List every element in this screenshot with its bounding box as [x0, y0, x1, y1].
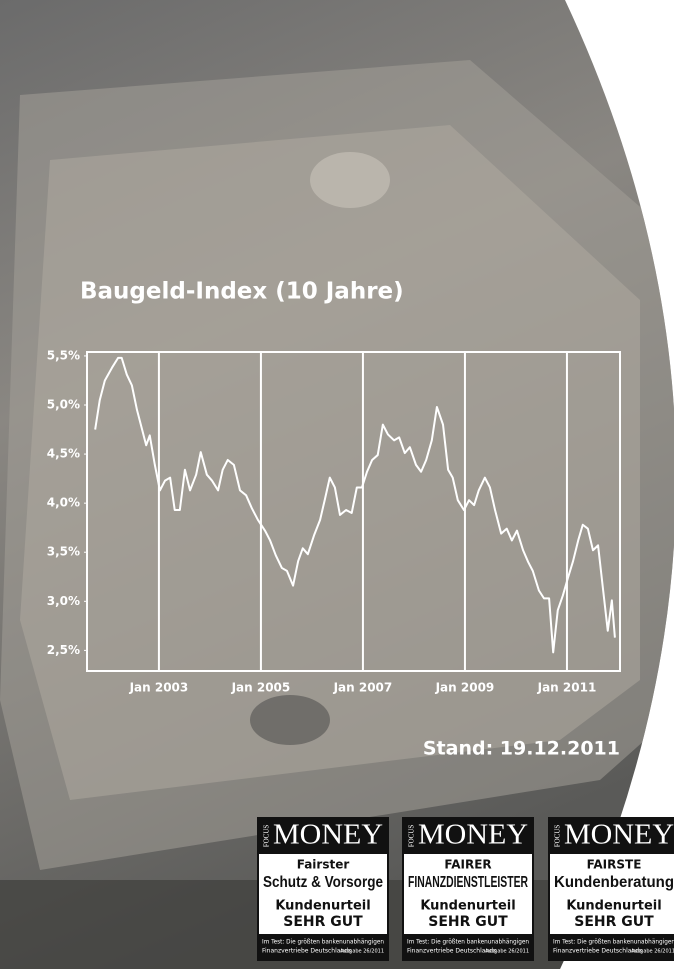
y-tick-label: 2,5% [47, 643, 80, 657]
badge-issue: Ausgabe 26/2011 [485, 949, 529, 955]
badge-footer2: Finanzvertriebe Deutschlands [262, 948, 351, 955]
chart-title: Baugeld-Index (10 Jahre) [80, 279, 404, 305]
badge-line1: Fairster [297, 858, 350, 872]
x-tick-label: Jan 2003 [129, 681, 189, 695]
badge-rating: SEHR GUT [283, 914, 363, 930]
badge-rating-label: Kundenurteil [566, 899, 661, 914]
badge-line1: FAIRSTE [587, 858, 642, 872]
y-tick-label: 4,0% [47, 496, 80, 510]
badge-rating: SEHR GUT [574, 914, 654, 930]
badge-footer2: Finanzvertriebe Deutschlands [407, 948, 496, 955]
badge-issue: Ausgabe 26/2011 [631, 949, 674, 955]
badge-line2: Kundenberatung [554, 874, 674, 891]
badge-line2: FINANZDIENSTLEISTER [408, 874, 528, 891]
badge-line1: FAIRER [444, 858, 491, 872]
y-tick-label: 4,5% [47, 447, 80, 461]
chart: Baugeld-Index (10 Jahre) Stand: 19.12.20… [0, 0, 674, 969]
badge-brand: MONEY [273, 819, 383, 851]
x-tick-label: Jan 2007 [333, 681, 393, 695]
badge-brand: MONEY [564, 819, 674, 851]
y-tick-label: 3,0% [47, 594, 80, 608]
badge-brand: MONEY [418, 819, 528, 851]
y-tick-label: 3,5% [47, 545, 80, 559]
y-tick-label: 5,5% [47, 348, 80, 362]
x-tick-label: Jan 2009 [435, 681, 495, 695]
badge-footer1: Im Test: Die größten bankenunabhängigen [407, 939, 529, 946]
badge-brand-small: FOCUS [263, 825, 271, 848]
badge-issue: Ausgabe 26/2011 [340, 949, 384, 955]
badge-footer2: Finanzvertriebe Deutschlands [553, 948, 642, 955]
badge-rating-label: Kundenurteil [420, 899, 515, 914]
badge-rating-label: Kundenurteil [275, 899, 370, 914]
badge-footer1: Im Test: Die größten bankenunabhängigen [553, 939, 674, 946]
y-tick-label: 5,0% [47, 398, 80, 412]
badge-brand-small: FOCUS [554, 825, 562, 848]
x-tick-label: Jan 2011 [537, 681, 597, 695]
badge-rating: SEHR GUT [428, 914, 508, 930]
chart-subtitle: Stand: 19.12.2011 [423, 738, 620, 760]
page: {"chart_data": {"type": "line", "title":… [0, 0, 674, 969]
badge-brand-small: FOCUS [408, 825, 416, 848]
x-tick-label: Jan 2005 [231, 681, 291, 695]
badge-line2: Schutz & Vorsorge [263, 874, 383, 891]
badge-footer1: Im Test: Die größten bankenunabhängigen [262, 939, 384, 946]
